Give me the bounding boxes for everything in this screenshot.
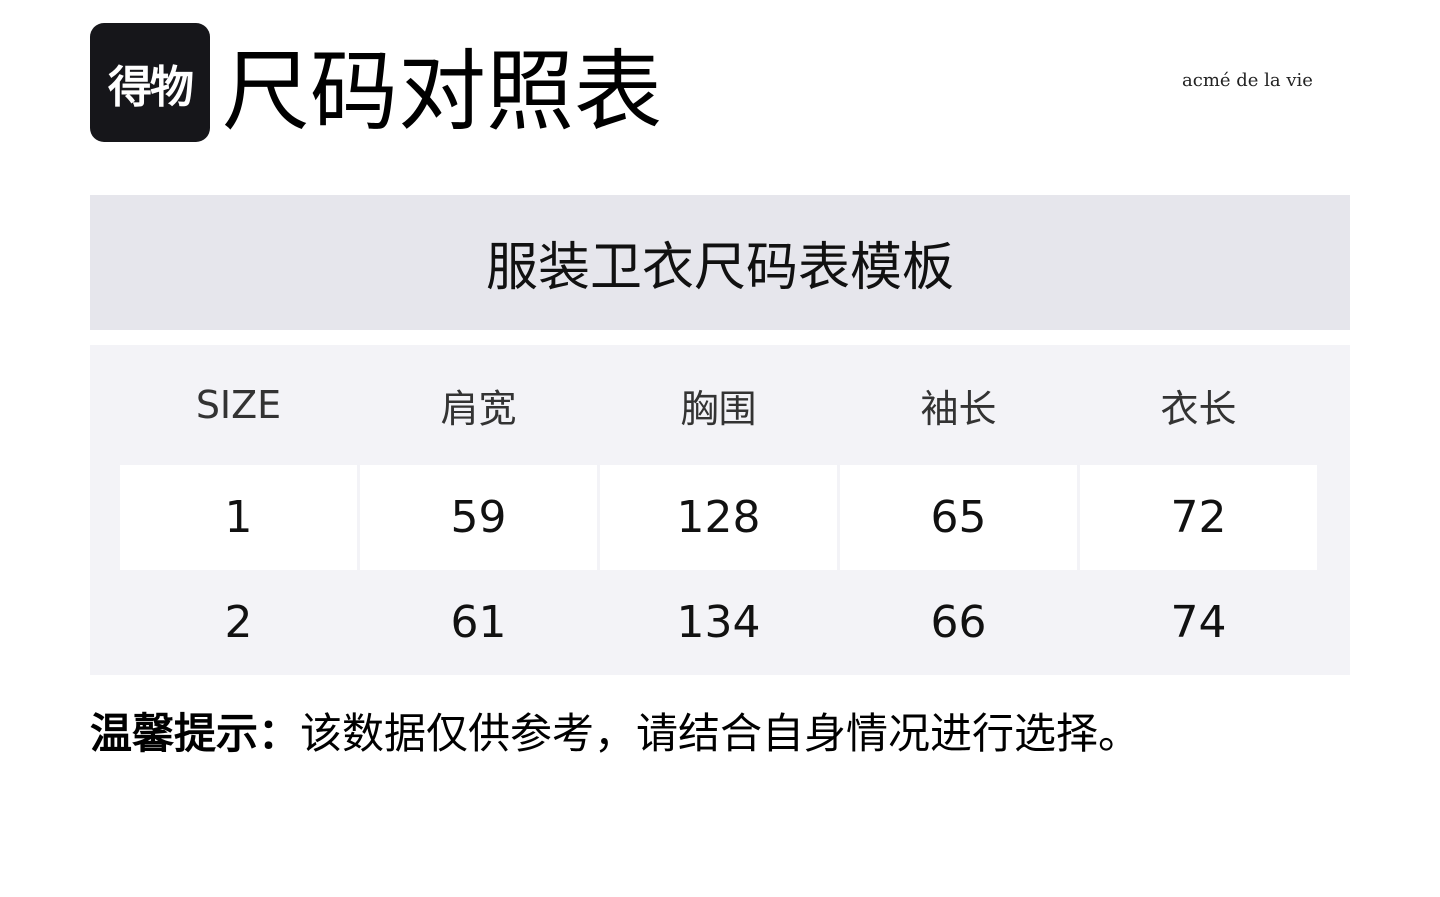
page-title: 尺码对照表 bbox=[222, 40, 663, 143]
table-cell: 61 bbox=[450, 597, 507, 648]
table-header-row: SIZE 肩宽 胸围 袖长 衣长 bbox=[120, 345, 1320, 465]
header-cell: 衣长 bbox=[1160, 386, 1237, 431]
table-cell: 66 bbox=[930, 597, 987, 648]
table-cell: 134 bbox=[676, 597, 761, 648]
table-cell: 74 bbox=[1170, 597, 1227, 648]
header-cell: SIZE bbox=[195, 383, 282, 427]
dewu-logo: 得物 bbox=[90, 23, 210, 142]
tip-text: 该数据仅供参考，请结合自身情况进行选择。 bbox=[300, 709, 1141, 758]
table-cell: 2 bbox=[224, 597, 253, 648]
table-cell: 128 bbox=[600, 465, 837, 570]
table-cell: 65 bbox=[840, 465, 1077, 570]
table-cell: 59 bbox=[360, 465, 597, 570]
header-cell: 胸围 bbox=[680, 386, 757, 431]
table-cell: 72 bbox=[1080, 465, 1317, 570]
brand-name: acmé de la vie bbox=[1182, 70, 1313, 91]
tip-note: 温馨提示：该数据仅供参考，请结合自身情况进行选择。 bbox=[90, 700, 1140, 761]
tip-label: 温馨提示： bbox=[90, 709, 301, 758]
table-row: 1 59 128 65 72 bbox=[120, 465, 1320, 570]
header-cell: 袖长 bbox=[920, 386, 997, 431]
table-row: 2 61 134 66 74 bbox=[120, 570, 1320, 675]
table-caption: 服装卫衣尺码表模板 bbox=[90, 195, 1350, 330]
size-table: SIZE 肩宽 胸围 袖长 衣长 1 59 128 65 72 2 61 134… bbox=[90, 345, 1350, 675]
header-cell: 肩宽 bbox=[440, 386, 517, 431]
table-cell: 1 bbox=[120, 465, 357, 570]
